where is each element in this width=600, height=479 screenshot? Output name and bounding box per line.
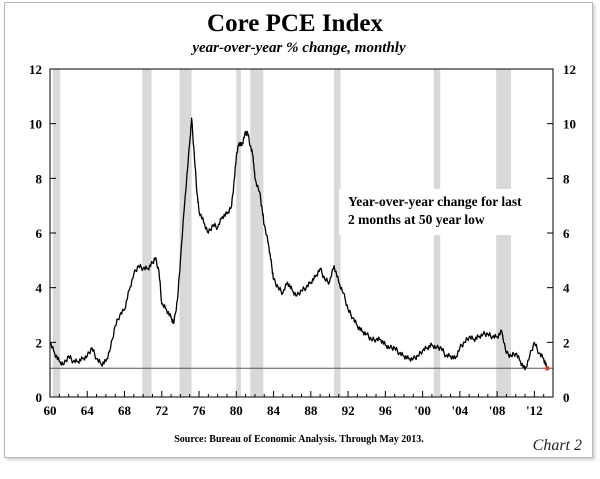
y-tick-label-right: 12	[563, 62, 576, 77]
series-line	[49, 117, 549, 371]
annotation-line-1: Year-over-year change for last	[348, 194, 522, 209]
y-tick-label-left: 10	[29, 117, 42, 132]
chart-subtitle: year-over-year % change, monthly	[190, 40, 406, 56]
chart-title: Core PCE Index	[207, 10, 383, 37]
y-tick-label-right: 2	[563, 335, 570, 350]
recession-band	[142, 69, 152, 397]
recession-band	[250, 69, 264, 397]
y-tick-label-left: 8	[36, 171, 43, 186]
y-tick-label-left: 2	[36, 335, 43, 350]
annotation-background	[339, 189, 545, 235]
chart-frame: 0 0 2 2 4 4 6 6 8 8 10 10 12 12 60 64 68 72 76 80 84 88 92 96'0…	[4, 2, 593, 458]
latest-data-point	[545, 366, 550, 371]
y-tick-label-left: 4	[36, 281, 43, 296]
y-tick-label-right: 0	[563, 390, 570, 405]
x-tick-label: 88	[304, 403, 318, 418]
y-tick-label-right: 10	[563, 117, 576, 132]
x-tick-label: '08	[489, 403, 506, 418]
y-tick-label-left: 6	[36, 226, 43, 241]
source-note: Source: Bureau of Economic Analysis. Thr…	[174, 434, 424, 445]
x-tick-label: '04	[452, 403, 469, 418]
x-tick-label: 80	[230, 403, 243, 418]
y-tick-label-right: 6	[563, 226, 570, 241]
y-tick-label-right: 8	[563, 171, 570, 186]
x-tick-label: '12	[526, 403, 543, 418]
x-tick-label: 84	[267, 403, 281, 418]
chart-number-label: Chart 2	[532, 437, 582, 454]
x-tick-label: 64	[81, 403, 95, 418]
x-tick-label: 60	[44, 403, 57, 418]
recession-band	[179, 69, 192, 397]
y-tick-label-left: 12	[29, 62, 42, 77]
y-tick-label-right: 4	[563, 281, 570, 296]
recession-band	[236, 69, 241, 397]
x-tick-label: 96	[379, 403, 393, 418]
recession-band	[334, 69, 341, 397]
annotation-line-2: 2 months at 50 year low	[348, 212, 485, 227]
y-tick-label-left: 0	[36, 390, 43, 405]
x-tick-label: 76	[193, 403, 207, 418]
x-tick-label: 92	[342, 403, 355, 418]
x-tick-label: 68	[118, 403, 132, 418]
x-tick-label: '00	[414, 403, 431, 418]
x-tick-label: 72	[155, 403, 168, 418]
recession-band	[52, 69, 61, 397]
